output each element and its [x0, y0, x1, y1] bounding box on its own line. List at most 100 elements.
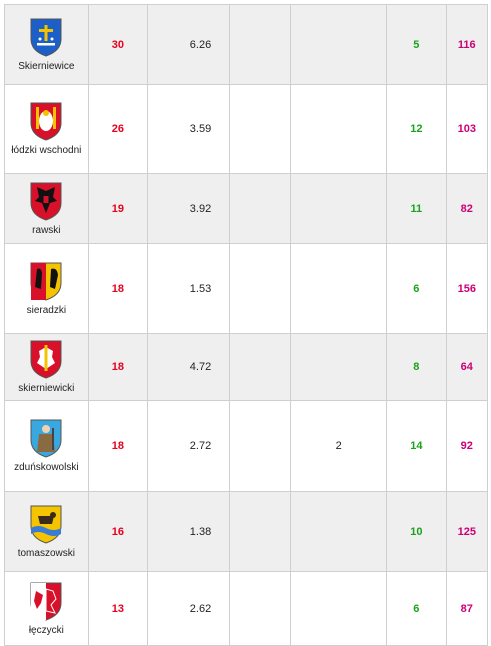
district-name[interactable]: skierniewicki	[18, 383, 75, 394]
value-f: 125	[457, 525, 476, 538]
table-row: zduńskowolski 18 2.72 2 14 92	[4, 400, 489, 492]
value-e: 5	[413, 38, 420, 51]
district-cell: skierniewicki	[4, 333, 89, 401]
value-e-cell: 8	[386, 333, 447, 401]
value-f-cell: 82	[445, 173, 489, 244]
lodzki-wschodni-crest-icon	[30, 102, 62, 141]
value-b-cell: 1.53	[147, 243, 230, 334]
value-b-cell: 3.59	[147, 84, 230, 174]
tomaszowski-crest-icon	[30, 505, 62, 544]
district-cell: zduńskowolski	[4, 400, 89, 492]
district-table-body: Skierniewice 30 6.26 5 116 łódzki wschod…	[4, 4, 489, 646]
value-d-cell	[290, 173, 388, 244]
district-cell: tomaszowski	[4, 491, 89, 572]
value-a-cell: 16	[87, 491, 149, 572]
zdunskowolski-crest-icon	[30, 419, 62, 458]
value-e: 10	[410, 525, 423, 538]
value-b: 6.26	[189, 38, 212, 51]
district-cell: rawski	[4, 173, 89, 244]
value-a: 13	[111, 602, 125, 615]
value-e: 6	[413, 602, 420, 615]
value-a: 30	[111, 38, 125, 51]
district-name[interactable]: łódzki wschodni	[11, 145, 82, 156]
district-cell: łęczycki	[4, 571, 89, 646]
value-e-cell: 12	[386, 84, 447, 174]
value-b-cell: 3.92	[147, 173, 230, 244]
value-a: 18	[111, 361, 125, 373]
value-b: 1.38	[189, 525, 212, 538]
value-f: 82	[460, 202, 473, 215]
value-e: 12	[410, 123, 423, 135]
value-f: 116	[457, 38, 476, 51]
value-d: 2	[335, 440, 342, 452]
value-e-cell: 14	[386, 400, 447, 492]
value-b: 1.53	[189, 282, 212, 295]
value-e-cell: 5	[386, 4, 447, 85]
value-f: 103	[457, 123, 476, 135]
value-a: 19	[111, 202, 125, 215]
value-e-cell: 6	[386, 243, 447, 334]
value-f-cell: 103	[445, 84, 489, 174]
value-e-cell: 6	[386, 571, 447, 646]
value-f: 156	[457, 282, 476, 295]
value-f-cell: 116	[445, 4, 489, 85]
value-b: 3.92	[189, 202, 212, 215]
value-f: 64	[460, 361, 473, 373]
skierniewicki-crest-icon	[30, 340, 62, 379]
value-b: 3.59	[189, 123, 212, 135]
value-c-cell	[228, 333, 292, 401]
value-f: 92	[460, 440, 473, 452]
value-e-cell: 11	[386, 173, 447, 244]
district-name[interactable]: tomaszowski	[17, 547, 75, 559]
district-name[interactable]: sieradzki	[26, 304, 67, 316]
value-b-cell: 1.38	[147, 491, 230, 572]
district-name[interactable]: Skierniewice	[18, 60, 75, 72]
value-d-cell	[290, 4, 388, 85]
value-a: 16	[111, 525, 125, 538]
value-b-cell: 4.72	[147, 333, 230, 401]
value-a-cell: 18	[87, 333, 149, 401]
value-c-cell	[228, 400, 292, 492]
table-row: łęczycki 13 2.62 6 87	[4, 571, 489, 646]
value-b-cell: 2.62	[147, 571, 230, 646]
value-f-cell: 87	[445, 571, 489, 646]
table-row: Skierniewice 30 6.26 5 116	[4, 4, 489, 85]
district-table: Skierniewice 30 6.26 5 116 łódzki wschod…	[4, 4, 489, 646]
skierniewice-crest-icon	[30, 18, 62, 57]
district-name[interactable]: zduńskowolski	[14, 462, 79, 473]
district-name[interactable]: łęczycki	[28, 624, 64, 636]
leczycki-crest-icon	[30, 582, 62, 621]
value-a-cell: 26	[87, 84, 149, 174]
value-d-cell	[290, 84, 388, 174]
value-b-cell: 6.26	[147, 4, 230, 85]
value-c-cell	[228, 4, 292, 85]
table-row: łódzki wschodni 26 3.59 12 103	[4, 84, 489, 174]
value-f-cell: 92	[445, 400, 489, 492]
district-name[interactable]: rawski	[32, 224, 61, 236]
district-cell: łódzki wschodni	[4, 84, 89, 174]
value-d-cell	[290, 333, 388, 401]
value-a: 26	[111, 123, 125, 135]
value-b: 2.62	[189, 602, 212, 615]
table-row: sieradzki 18 1.53 6 156	[4, 243, 489, 334]
value-f-cell: 156	[445, 243, 489, 334]
value-c-cell	[228, 84, 292, 174]
value-f: 87	[460, 602, 473, 615]
value-a: 18	[111, 282, 125, 295]
value-a-cell: 18	[87, 400, 149, 492]
value-b: 2.72	[189, 440, 212, 452]
value-d-cell	[290, 243, 388, 334]
table-row: rawski 19 3.92 11 82	[4, 173, 489, 244]
value-d-cell: 2	[290, 400, 388, 492]
value-c-cell	[228, 571, 292, 646]
value-c-cell	[228, 243, 292, 334]
value-b: 4.72	[189, 361, 212, 373]
table-row: tomaszowski 16 1.38 10 125	[4, 491, 489, 572]
value-a-cell: 19	[87, 173, 149, 244]
value-a-cell: 13	[87, 571, 149, 646]
value-d-cell	[290, 571, 388, 646]
district-cell: Skierniewice	[4, 4, 89, 85]
value-a-cell: 30	[87, 4, 149, 85]
rawski-crest-icon	[30, 182, 62, 221]
value-c-cell	[228, 491, 292, 572]
